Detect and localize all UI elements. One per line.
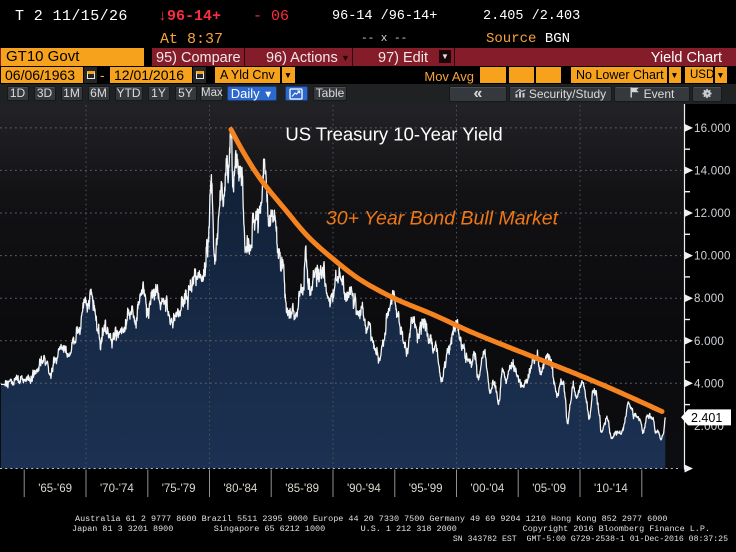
svg-text:'85-'89: '85-'89 xyxy=(285,483,319,495)
svg-text:'70-'74: '70-'74 xyxy=(100,483,134,495)
svg-text:10.000: 10.000 xyxy=(694,249,731,262)
svg-text:16.000: 16.000 xyxy=(694,121,731,134)
svg-text:'80-'84: '80-'84 xyxy=(223,483,257,495)
svg-text:'75-'79: '75-'79 xyxy=(162,483,196,495)
svg-text:8.000: 8.000 xyxy=(694,292,724,305)
svg-text:'00-'04: '00-'04 xyxy=(470,483,504,495)
svg-text:'65-'69: '65-'69 xyxy=(38,483,72,495)
svg-text:'10-'14: '10-'14 xyxy=(594,483,628,495)
svg-text:14.000: 14.000 xyxy=(694,164,731,177)
svg-text:4.000: 4.000 xyxy=(694,377,724,390)
svg-text:2.401: 2.401 xyxy=(691,410,722,424)
svg-text:6.000: 6.000 xyxy=(694,334,724,347)
svg-text:'90-'94: '90-'94 xyxy=(347,483,381,495)
svg-text:12.000: 12.000 xyxy=(694,207,731,220)
svg-text:'95-'99: '95-'99 xyxy=(409,483,443,495)
svg-text:US Treasury 10-Year Yield: US Treasury 10-Year Yield xyxy=(285,123,502,144)
svg-text:'05-'09: '05-'09 xyxy=(532,483,566,495)
svg-text:30+ Year Bond Bull Market: 30+ Year Bond Bull Market xyxy=(326,207,560,229)
